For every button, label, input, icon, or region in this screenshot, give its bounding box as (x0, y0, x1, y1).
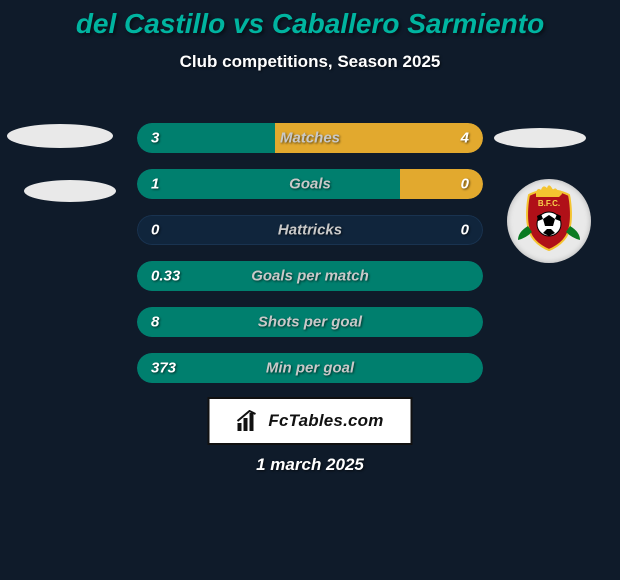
stat-row: 1 0 Goals (137, 169, 483, 199)
source-badge-text: FcTables.com (268, 411, 383, 431)
stat-value-right: 4 (461, 130, 469, 147)
stat-row: 8 Shots per goal (137, 307, 483, 337)
stat-value-right: 0 (461, 176, 469, 193)
stat-fill-left (137, 169, 400, 199)
stat-value-left: 0 (151, 222, 159, 239)
stats-block: 3 4 Matches 1 0 Goals 0 0 Hattricks 0.33 Goals per… (137, 123, 483, 399)
subtitle: Club competitions, Season 2025 (0, 52, 620, 72)
stat-value-left: 8 (151, 314, 159, 331)
svg-text:B.F.C.: B.F.C. (538, 199, 560, 208)
comparison-infographic: del Castillo vs Caballero Sarmiento Club… (0, 0, 620, 580)
stat-label: Matches (280, 130, 340, 147)
decor-ellipse (24, 180, 116, 202)
stat-value-left: 0.33 (151, 268, 180, 285)
stat-value-left: 1 (151, 176, 159, 193)
page-title: del Castillo vs Caballero Sarmiento (0, 0, 620, 40)
stat-label: Goals (289, 176, 331, 193)
crest-svg: B.F.C. (514, 184, 584, 258)
stat-label: Shots per goal (258, 314, 362, 331)
stat-row: 3 4 Matches (137, 123, 483, 153)
date-line: 1 march 2025 (256, 455, 364, 475)
bars-icon (236, 410, 262, 432)
stat-value-left: 373 (151, 360, 176, 377)
stat-label: Goals per match (251, 268, 369, 285)
stat-row: 0.33 Goals per match (137, 261, 483, 291)
club-crest-right: B.F.C. (507, 179, 591, 263)
stat-label: Min per goal (266, 360, 354, 377)
decor-ellipse (494, 128, 586, 148)
decor-ellipse (7, 124, 113, 148)
stat-label: Hattricks (278, 222, 342, 239)
source-badge: FcTables.com (208, 397, 413, 445)
stat-value-left: 3 (151, 130, 159, 147)
stat-value-right: 0 (461, 222, 469, 239)
stat-row: 0 0 Hattricks (137, 215, 483, 245)
stat-fill-right (400, 169, 483, 199)
stat-row: 373 Min per goal (137, 353, 483, 383)
